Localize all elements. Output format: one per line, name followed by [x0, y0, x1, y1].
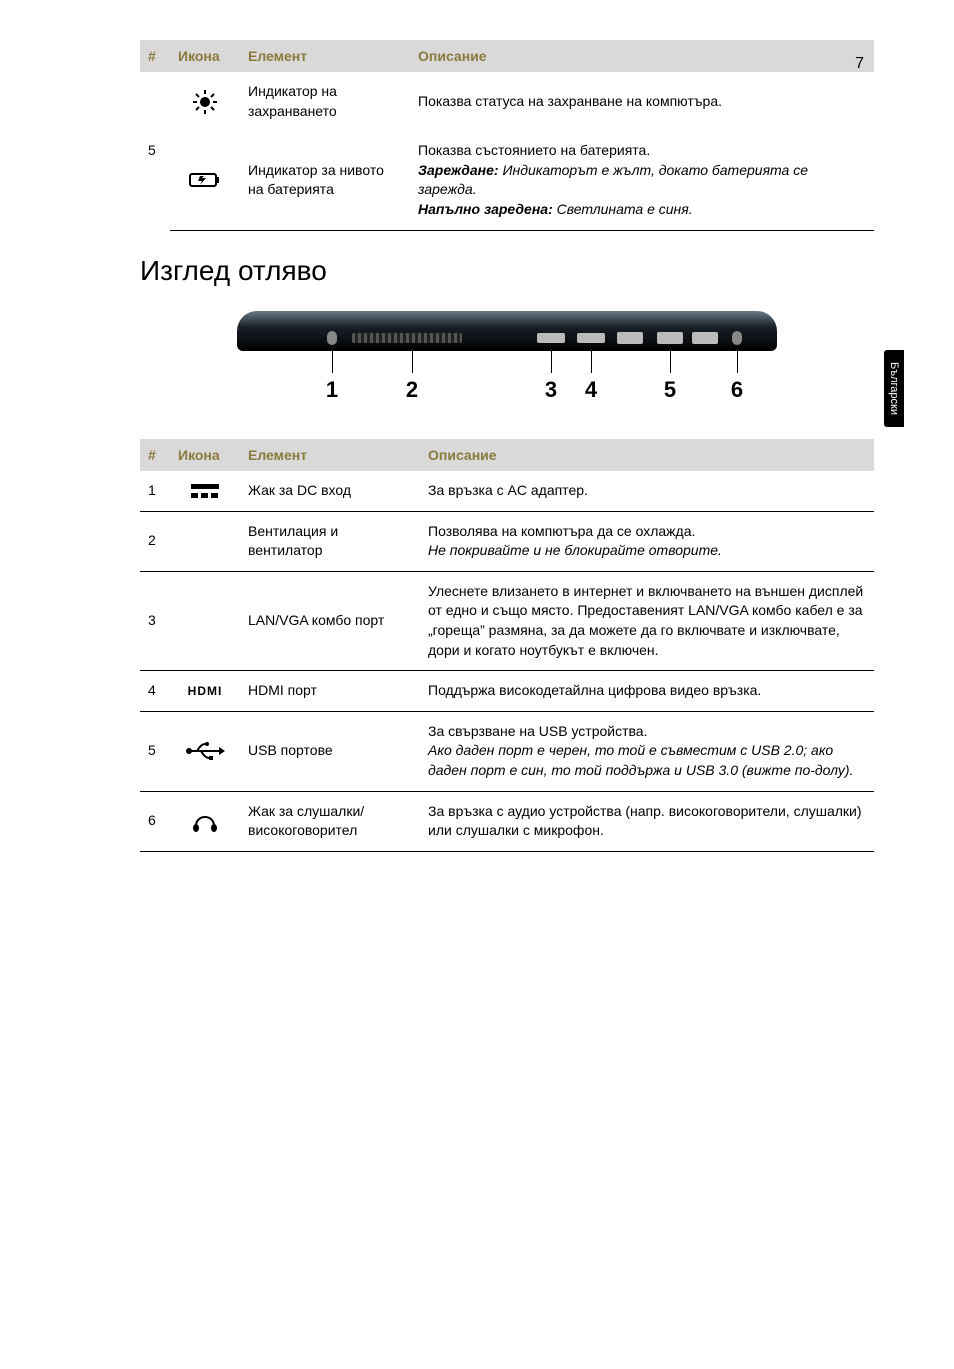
desc-italic: Ако даден порт е черен, то той е съвмест…: [428, 742, 853, 778]
row-num: 1: [140, 471, 170, 512]
element-name: Индикатор за нивото на батерията: [240, 131, 410, 230]
table-row: 5 Индикатор на захранването: [140, 72, 874, 131]
table-row: 6 Жак за слушалки/ високоговорител За вр…: [140, 791, 874, 851]
element-desc: Позволява на компютъра да се охлажда. Не…: [420, 511, 874, 571]
element-desc: Показва състоянието на батерията. Зарежд…: [410, 131, 874, 230]
callout-1: 1: [326, 377, 338, 403]
col-desc: Описание: [410, 40, 874, 72]
row-num: 5: [140, 72, 170, 230]
hdmi-icon: HDMI: [170, 671, 240, 712]
row-num: 2: [140, 511, 170, 571]
col-element: Елемент: [240, 40, 410, 72]
usb-icon: [170, 711, 240, 791]
table-row: Индикатор за нивото на батерията Показва…: [140, 131, 874, 230]
device-side-view: 1 2 3 4 5 6: [140, 311, 874, 411]
element-name: Вентилация и вентилатор: [240, 511, 420, 571]
table-row: 1 Жак за DC вход За връзка с AC адаптер.: [140, 471, 874, 512]
col-hash: #: [140, 40, 170, 72]
element-desc: Показва статуса на захранване на компютъ…: [410, 72, 874, 131]
row-num: 3: [140, 571, 170, 670]
language-tab: Български: [884, 350, 904, 427]
element-name: HDMI порт: [240, 671, 420, 712]
callout-5: 5: [664, 377, 676, 403]
no-icon: [170, 571, 240, 670]
col-icon: Икона: [170, 40, 240, 72]
col-desc: Описание: [420, 439, 874, 471]
table-row: 2 Вентилация и вентилатор Позволява на к…: [140, 511, 874, 571]
element-desc: За връзка с AC адаптер.: [420, 471, 874, 512]
element-desc: Поддържа високодетайлна цифрова видео вр…: [420, 671, 874, 712]
table-row: 4 HDMI HDMI порт Поддържа високодетайлна…: [140, 671, 874, 712]
desc-text: За свързване на USB устройства.: [428, 723, 647, 739]
table-row: 5 USB портове За свързване на USB устрой…: [140, 711, 874, 791]
row-num: 5: [140, 711, 170, 791]
ports-table: # Икона Елемент Описание 1 Жак за DC вхо…: [140, 439, 874, 852]
battery-icon: [170, 131, 240, 230]
table-row: 3 LAN/VGA комбо порт Улеснете влизането …: [140, 571, 874, 670]
element-desc: За връзка с аудио устройства (напр. висо…: [420, 791, 874, 851]
callout-2: 2: [406, 377, 418, 403]
row-num: 6: [140, 791, 170, 851]
callout-4: 4: [585, 377, 597, 403]
col-hash: #: [140, 439, 170, 471]
headphone-icon: [170, 791, 240, 851]
element-name: LAN/VGA комбо порт: [240, 571, 420, 670]
no-icon: [170, 511, 240, 571]
desc-text: Позволява на компютъра да се охлажда.: [428, 523, 695, 539]
element-desc: За свързване на USB устройства. Ако даде…: [420, 711, 874, 791]
element-name: Жак за DC вход: [240, 471, 420, 512]
desc-bold: Зареждане:: [418, 162, 499, 178]
desc-italic: Не покривайте и не блокирайте отворите.: [428, 542, 722, 558]
element-name: Индикатор на захранването: [240, 72, 410, 131]
indicators-table: # Икона Елемент Описание 5: [140, 40, 874, 231]
col-element: Елемент: [240, 439, 420, 471]
callout-3: 3: [545, 377, 557, 403]
col-icon: Икона: [170, 439, 240, 471]
light-bulb-icon: [170, 72, 240, 131]
element-name: USB портове: [240, 711, 420, 791]
section-title: Изглед отляво: [140, 255, 874, 287]
desc-text: Показва състоянието на батерията.: [418, 142, 650, 158]
dc-in-icon: [170, 471, 240, 512]
desc-bold: Напълно заредена:: [418, 201, 553, 217]
element-name: Жак за слушалки/ високоговорител: [240, 791, 420, 851]
desc-italic: Светлината е синя.: [553, 201, 693, 217]
element-desc: Улеснете влизането в интернет и включван…: [420, 571, 874, 670]
page-number: 7: [855, 55, 864, 73]
callout-6: 6: [731, 377, 743, 403]
row-num: 4: [140, 671, 170, 712]
